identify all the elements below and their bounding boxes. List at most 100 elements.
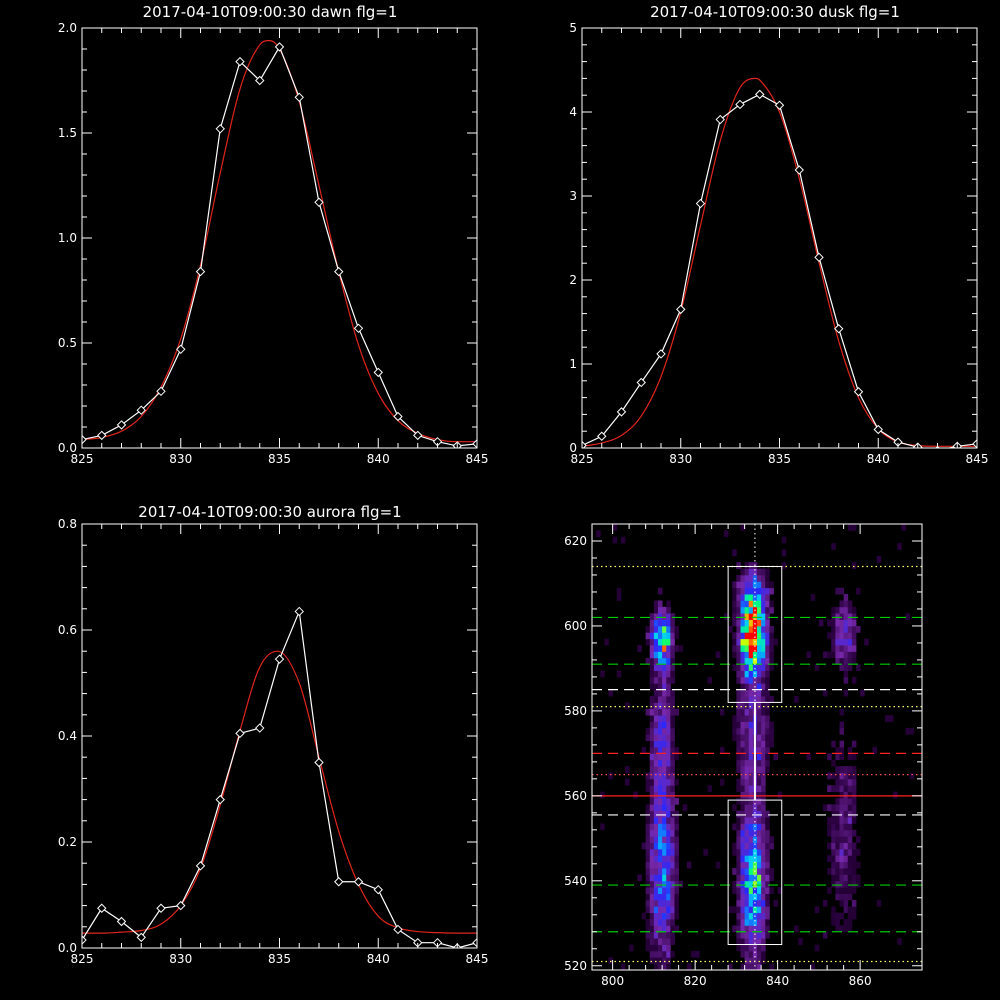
heatmap-cell [658, 817, 663, 824]
heatmap-cell [744, 581, 750, 589]
heatmap-cell [736, 836, 741, 843]
heatmap-cell [765, 715, 770, 722]
heatmap-cell [781, 536, 787, 544]
heatmap-cell [752, 613, 758, 620]
heatmap-cell [835, 861, 840, 869]
heatmap-cell [851, 657, 857, 665]
heatmap-cell [662, 919, 667, 926]
heatmap-cell [827, 619, 832, 627]
heatmap-cell [678, 880, 684, 888]
heatmap-cell [649, 842, 655, 850]
dawn-title: 2017-04-10T09:00:30 dawn flg=1 [143, 3, 398, 21]
heatmap-cell [839, 912, 845, 920]
heatmap-cell [757, 938, 762, 945]
heatmap-cell [707, 785, 713, 792]
heatmap-cell [748, 848, 754, 856]
heatmap-cell [670, 823, 675, 831]
heatmap-cell [839, 829, 845, 837]
heatmap-cell [757, 893, 762, 901]
heatmap-cell [736, 689, 741, 697]
heatmap-cell [658, 906, 663, 914]
heatmap-cell [752, 963, 758, 970]
dusk-x-tick-label: 830 [669, 452, 692, 466]
heatmap-cell [769, 581, 774, 589]
heatmap-cell [851, 874, 857, 882]
heatmap-cell [736, 899, 741, 907]
heatmap-cell [748, 587, 754, 595]
heatmap-cell [843, 861, 849, 869]
heatmap-cell [736, 619, 741, 627]
heatmap-cell [670, 664, 675, 671]
heatmap-cell [748, 625, 754, 633]
heatmap-cell [732, 581, 737, 589]
aurora-y-tick-label: 0.8 [58, 517, 77, 531]
heatmap-cell [847, 785, 853, 792]
heatmap-cell [769, 887, 774, 894]
dawn-data-point [136, 405, 146, 415]
dusk-data-point [774, 100, 785, 110]
heatmap-cell [752, 938, 758, 945]
heatmap-cell [666, 689, 671, 697]
heatmap-cell [645, 944, 651, 952]
heatmap-cell [757, 581, 762, 589]
heatmap-cell [843, 664, 849, 671]
heatmap-cell [740, 740, 746, 748]
heatmap-cell [649, 797, 655, 805]
heatmap-cell [649, 645, 655, 652]
heatmap-cell [839, 861, 845, 869]
heatmap-cell [744, 817, 750, 824]
heatmap-cell [752, 810, 758, 818]
heatmap-cell [740, 708, 746, 716]
heatmap-cell [653, 944, 659, 952]
heatmap-cell [670, 759, 675, 767]
dusk-data-point [656, 349, 666, 359]
heatmap-cell [831, 836, 836, 843]
heatmap-cell [748, 657, 754, 665]
heatmap-cell [851, 810, 857, 818]
heatmap-cell [856, 861, 861, 869]
heatmap-cell [674, 836, 680, 843]
heatmap-cell [905, 613, 911, 620]
heatmap-cell [835, 625, 840, 633]
heatmap-cell [649, 817, 655, 824]
heatmap-cell [658, 861, 663, 869]
heatmap-cell [847, 797, 853, 805]
heatmap-cell [649, 651, 655, 659]
heatmap-cell [748, 925, 754, 933]
heatmap-cell [736, 778, 741, 786]
heatmap-cell [843, 772, 849, 780]
heatmap-cell [662, 625, 667, 633]
dawn-data-point [472, 439, 477, 448]
heatmap-cell [839, 721, 845, 729]
heatmap-cell [662, 766, 667, 773]
heatmap-cell [653, 938, 659, 945]
heatmap-cell [608, 689, 614, 697]
heatmap-cell [653, 829, 659, 837]
heatmap-cell [674, 874, 680, 882]
dusk-data-point [695, 198, 706, 209]
heatmap-cell [856, 880, 861, 888]
heatmap-cell [662, 817, 667, 824]
heatmap-cell [736, 632, 741, 640]
heatmap-cell [662, 778, 667, 786]
heatmap-cell [831, 906, 836, 914]
heatmap-cell [748, 619, 754, 627]
heatmap-cell [666, 906, 671, 914]
heatmap-cell [649, 861, 655, 869]
heatmap-cell [740, 747, 746, 754]
heatmap-cell [757, 931, 762, 939]
heatmap-cell [645, 625, 651, 633]
heatmap-cell [843, 925, 849, 933]
heatmap-cell [670, 734, 675, 742]
heatmap-cell [616, 670, 622, 678]
heatmap-cell [831, 842, 836, 850]
heatmap-cell [757, 810, 762, 818]
heatmap-cell [649, 778, 655, 786]
heatmap-cell [653, 906, 659, 914]
heatmap-cell [839, 664, 845, 671]
heatmap-cell [645, 848, 651, 856]
heatmap-cell [645, 931, 651, 939]
heatmap-cell [748, 868, 754, 875]
dusk-y-tick-label: 1 [569, 357, 577, 371]
heatmap-cell [847, 804, 853, 812]
